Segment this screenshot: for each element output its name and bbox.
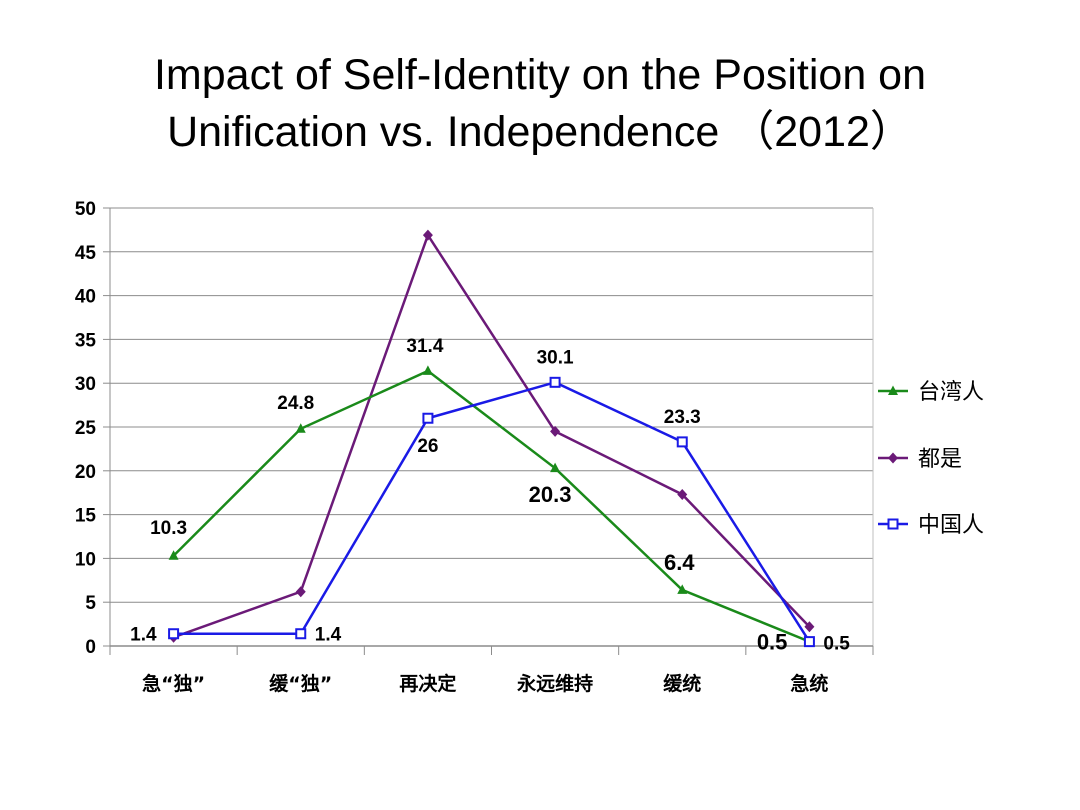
marker-square xyxy=(676,436,688,448)
legend-label: 都是 xyxy=(918,447,962,472)
marker-triangle xyxy=(677,584,688,594)
marker-square xyxy=(549,376,561,388)
data-label: 0.5 xyxy=(823,634,850,655)
series-line xyxy=(173,380,811,643)
y-tick-label: 10 xyxy=(75,549,96,570)
chart-title-line-1: Impact of Self-Identity on the Position … xyxy=(153,51,927,99)
x-category-label: 缓统 xyxy=(663,672,701,695)
y-tick-label: 5 xyxy=(85,593,96,614)
x-category-label: 永远维持 xyxy=(516,672,593,695)
y-tick-label: 0 xyxy=(85,637,96,658)
marker-diamond xyxy=(888,452,898,464)
marker-diamond xyxy=(804,621,815,633)
series-line xyxy=(173,232,811,639)
marker-diamond xyxy=(422,229,433,241)
y-tick-label: 15 xyxy=(75,506,97,527)
x-category-label: 再决定 xyxy=(399,672,456,695)
marker-triangle xyxy=(550,462,561,473)
marker-diamond xyxy=(550,425,561,437)
marker-diamond xyxy=(295,586,306,598)
x-category-label: 缓“独” xyxy=(269,672,332,695)
x-category-label: 急“独” xyxy=(142,672,205,695)
legend-label: 台湾人 xyxy=(918,380,984,405)
data-label: 1.4 xyxy=(130,625,157,646)
data-label: 30.1 xyxy=(537,347,574,368)
marker-triangle xyxy=(888,385,898,395)
marker-square xyxy=(168,628,180,640)
marker-diamond xyxy=(677,488,688,500)
y-tick-label: 35 xyxy=(75,330,97,351)
marker-triangle xyxy=(295,423,306,433)
marker-triangle xyxy=(168,550,179,560)
marker-square xyxy=(887,518,899,530)
x-category-label: 急统 xyxy=(790,672,828,695)
data-label: 26 xyxy=(417,436,438,457)
y-tick-label: 30 xyxy=(75,374,96,395)
y-tick-label: 25 xyxy=(75,418,97,439)
marker-square xyxy=(803,636,815,648)
data-label: 23.3 xyxy=(664,407,701,428)
chart-title-line-2: Unification vs. Independence （2012） xyxy=(167,108,913,156)
data-label: 20.3 xyxy=(529,482,572,507)
marker-triangle xyxy=(422,365,433,375)
marker-square xyxy=(422,412,434,424)
data-label: 1.4 xyxy=(315,625,342,646)
data-label: 24.8 xyxy=(277,393,314,414)
data-label: 31.4 xyxy=(406,336,443,357)
data-label: 0.5 xyxy=(757,630,788,655)
y-tick-label: 50 xyxy=(75,199,96,220)
y-tick-label: 40 xyxy=(75,287,96,308)
data-label: 6.4 xyxy=(664,550,695,575)
marker-square xyxy=(295,628,307,640)
legend-label: 中国人 xyxy=(918,513,984,538)
series-line xyxy=(172,369,810,643)
y-tick-label: 20 xyxy=(75,462,96,483)
data-label: 10.3 xyxy=(150,518,187,539)
y-tick-label: 45 xyxy=(75,243,97,264)
